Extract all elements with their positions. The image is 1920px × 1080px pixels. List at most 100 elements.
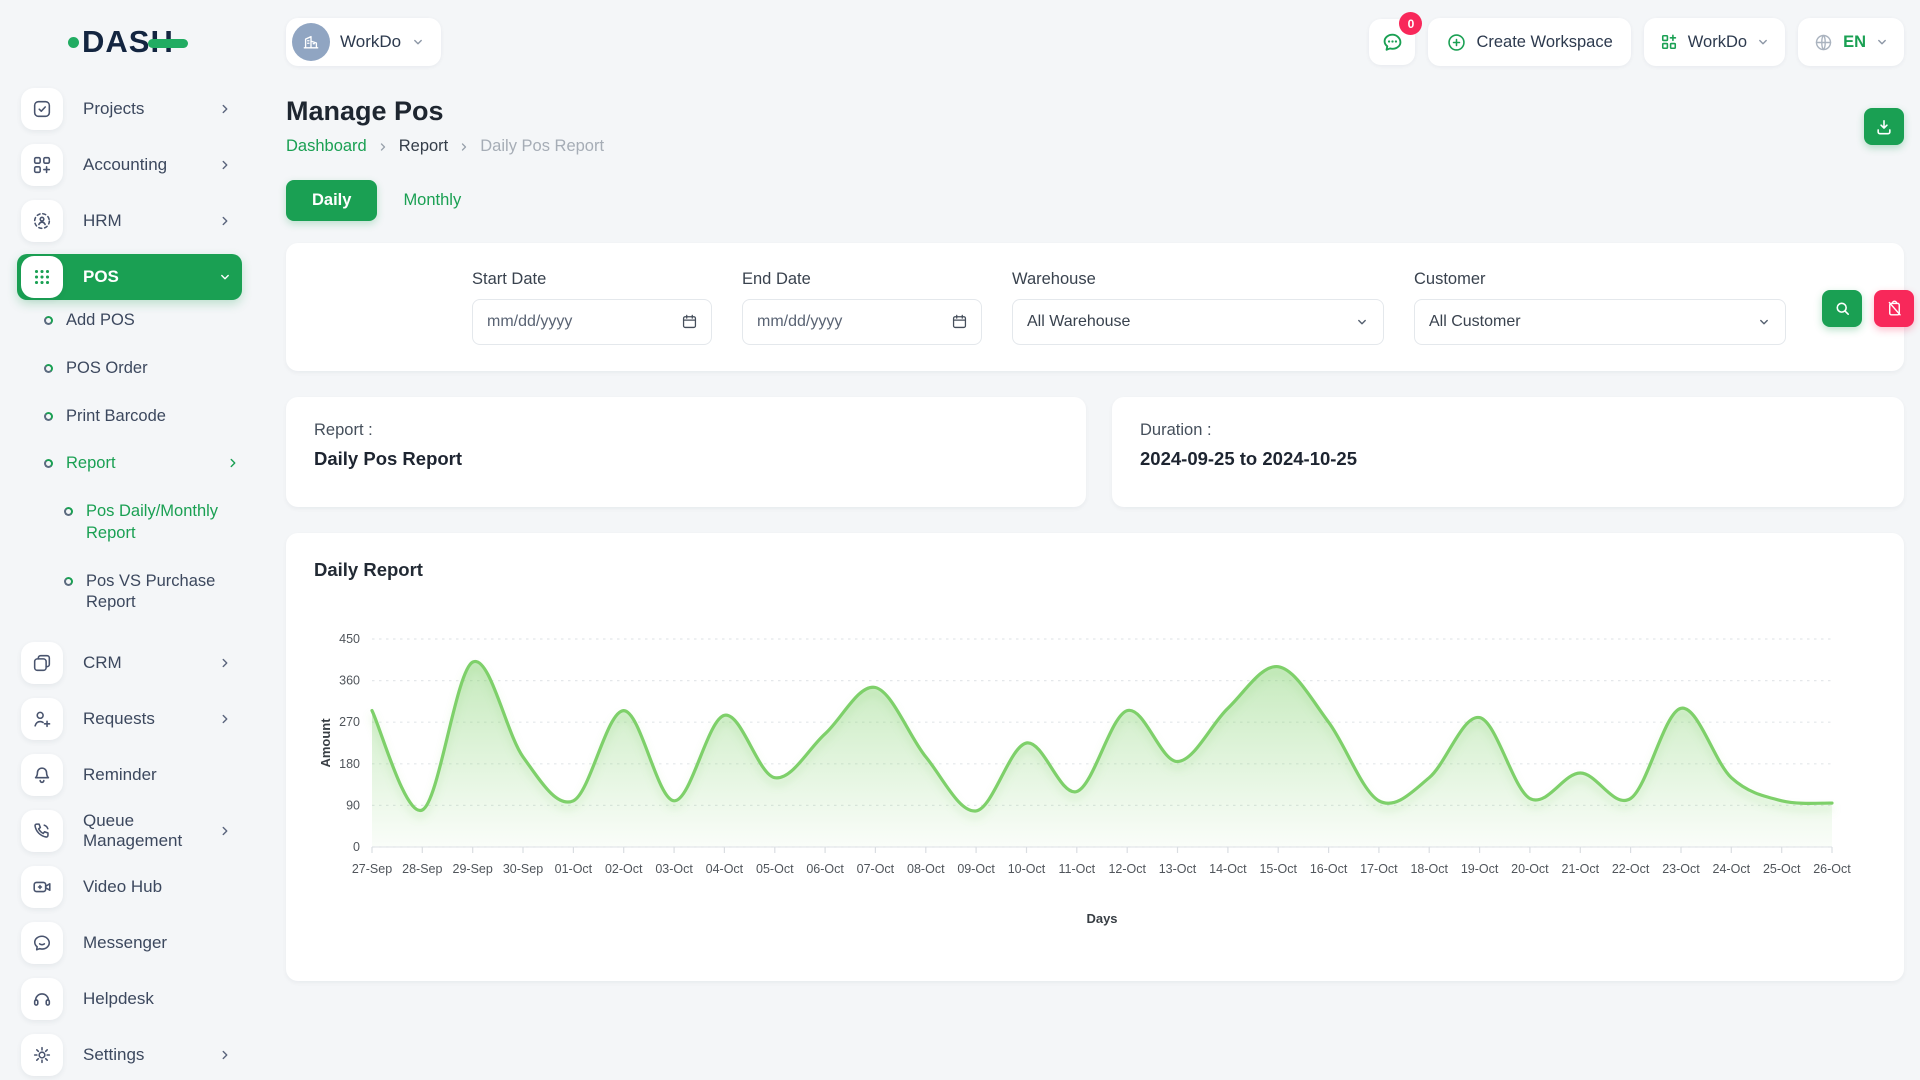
sidebar-item-label: Reminder [83, 765, 232, 785]
svg-text:20-Oct: 20-Oct [1511, 862, 1549, 876]
chevron-down-icon [1355, 315, 1369, 329]
sidebar-item-messenger[interactable]: Messenger [17, 920, 242, 966]
brand-logo[interactable]: DASH [68, 24, 260, 60]
svg-text:13-Oct: 13-Oct [1159, 862, 1197, 876]
svg-text:15-Oct: 15-Oct [1259, 862, 1297, 876]
chevron-right-icon [377, 141, 389, 153]
chat-icon [1380, 30, 1405, 55]
sidebar-item-reminder[interactable]: Reminder [17, 752, 242, 798]
svg-text:16-Oct: 16-Oct [1310, 862, 1348, 876]
apply-filter-button[interactable] [1822, 290, 1862, 327]
warehouse-selected-value: All Warehouse [1027, 313, 1130, 331]
sidebar-item-pos[interactable]: POS [17, 254, 242, 300]
sidebar: DASH Projects Accounting HRM POS Add POS POS … [0, 0, 260, 1080]
chart-title: Daily Report [314, 559, 1876, 581]
grid-plus-icon [1659, 32, 1679, 52]
chevron-right-icon [226, 456, 240, 470]
bullet-icon [44, 412, 53, 421]
duration-label: Duration : [1140, 421, 1876, 440]
sidebar-subitem-label: POS Order [66, 358, 240, 380]
svg-text:09-Oct: 09-Oct [957, 862, 995, 876]
svg-text:27-Sep: 27-Sep [352, 862, 392, 876]
tab-monthly[interactable]: Monthly [391, 180, 473, 221]
svg-text:26-Oct: 26-Oct [1813, 862, 1851, 876]
language-selector[interactable]: EN [1798, 18, 1904, 66]
messages-badge: 0 [1399, 12, 1422, 35]
svg-text:19-Oct: 19-Oct [1461, 862, 1499, 876]
plus-circle-icon [1446, 32, 1467, 53]
area-chart-svg: 090180270360450 27-Sep28-Sep29-Sep30-Sep… [314, 603, 1870, 929]
sidebar-item-pos-daily-monthly-report[interactable]: Pos Daily/Monthly Report [64, 501, 240, 545]
filter-panel: Start Date End Date Warehouse All Wareho… [286, 243, 1904, 371]
svg-text:180: 180 [339, 757, 360, 771]
sidebar-item-label: Video Hub [83, 877, 232, 897]
sidebar-item-print-barcode[interactable]: Print Barcode [44, 406, 240, 428]
download-icon [1874, 117, 1894, 137]
topbar: WorkDo 0 Create Workspace WorkDo EN [286, 0, 1904, 74]
end-date-input[interactable] [757, 300, 967, 344]
sidebar-item-settings[interactable]: Settings [17, 1032, 242, 1078]
chevron-right-icon [458, 141, 470, 153]
sidebar-item-label: Settings [83, 1045, 218, 1065]
workspace-selector[interactable]: WorkDo [286, 18, 441, 66]
pos-icon [21, 256, 63, 298]
tab-daily[interactable]: Daily [286, 180, 377, 221]
sidebar-item-queue-management[interactable]: Queue Management [17, 808, 242, 854]
sidebar-item-add-pos[interactable]: Add POS [44, 310, 240, 332]
chevron-down-icon [1756, 35, 1770, 49]
end-date-field: End Date [742, 270, 982, 345]
search-icon [1833, 299, 1852, 318]
sidebar-item-label: Requests [83, 709, 218, 729]
svg-text:90: 90 [346, 798, 360, 812]
sidebar-item-accounting[interactable]: Accounting [17, 142, 242, 188]
sidebar-item-hrm[interactable]: HRM [17, 198, 242, 244]
svg-text:270: 270 [339, 715, 360, 729]
settings-icon [21, 1034, 63, 1076]
sidebar-item-crm[interactable]: CRM [17, 640, 242, 686]
sidebar-item-helpdesk[interactable]: Helpdesk [17, 976, 242, 1022]
sidebar-item-label: POS [83, 267, 218, 287]
accounting-icon [21, 144, 63, 186]
chevron-right-icon [218, 1048, 232, 1062]
breadcrumb-report[interactable]: Report [399, 137, 449, 156]
svg-text:29-Sep: 29-Sep [453, 862, 493, 876]
download-report-button[interactable] [1864, 108, 1904, 145]
sidebar-item-projects[interactable]: Projects [17, 86, 242, 132]
breadcrumb: Dashboard Report Daily Pos Report [286, 137, 604, 156]
svg-text:450: 450 [339, 632, 360, 646]
customer-select[interactable]: All Customer [1414, 299, 1786, 345]
svg-text:30-Sep: 30-Sep [503, 862, 543, 876]
svg-text:23-Oct: 23-Oct [1662, 862, 1700, 876]
sidebar-item-requests[interactable]: Requests [17, 696, 242, 742]
bullet-icon [44, 316, 53, 325]
sidebar-item-report[interactable]: Report [44, 453, 240, 475]
sidebar-nav: Projects Accounting HRM POS Add POS POS Order… [0, 86, 260, 1078]
chevron-down-icon [218, 270, 232, 284]
svg-text:04-Oct: 04-Oct [706, 862, 744, 876]
app-switcher[interactable]: WorkDo [1644, 18, 1785, 66]
svg-text:11-Oct: 11-Oct [1059, 862, 1096, 876]
create-workspace-button[interactable]: Create Workspace [1428, 18, 1630, 66]
sidebar-item-label: CRM [83, 653, 218, 673]
sidebar-item-label: Accounting [83, 155, 218, 175]
start-date-input[interactable] [487, 300, 697, 344]
sidebar-item-label: Messenger [83, 933, 232, 953]
customer-label: Customer [1414, 270, 1786, 289]
warehouse-label: Warehouse [1012, 270, 1384, 289]
messages-button[interactable]: 0 [1369, 19, 1415, 65]
svg-text:07-Oct: 07-Oct [857, 862, 895, 876]
report-summary-card: Report : Daily Pos Report [286, 397, 1086, 507]
breadcrumb-dashboard[interactable]: Dashboard [286, 137, 367, 156]
sidebar-item-pos-vs-purchase-report[interactable]: Pos VS Purchase Report [64, 571, 240, 615]
sidebar-item-label: Queue Management [83, 811, 218, 851]
warehouse-select[interactable]: All Warehouse [1012, 299, 1384, 345]
svg-text:24-Oct: 24-Oct [1713, 862, 1751, 876]
workspace-name: WorkDo [340, 32, 401, 52]
queue-icon [21, 810, 63, 852]
video-icon [21, 866, 63, 908]
reminder-icon [21, 754, 63, 796]
reset-filter-button[interactable] [1874, 290, 1914, 327]
sidebar-item-video-hub[interactable]: Video Hub [17, 864, 242, 910]
sidebar-subitem-label: Report [66, 453, 226, 475]
sidebar-item-pos-order[interactable]: POS Order [44, 358, 240, 380]
